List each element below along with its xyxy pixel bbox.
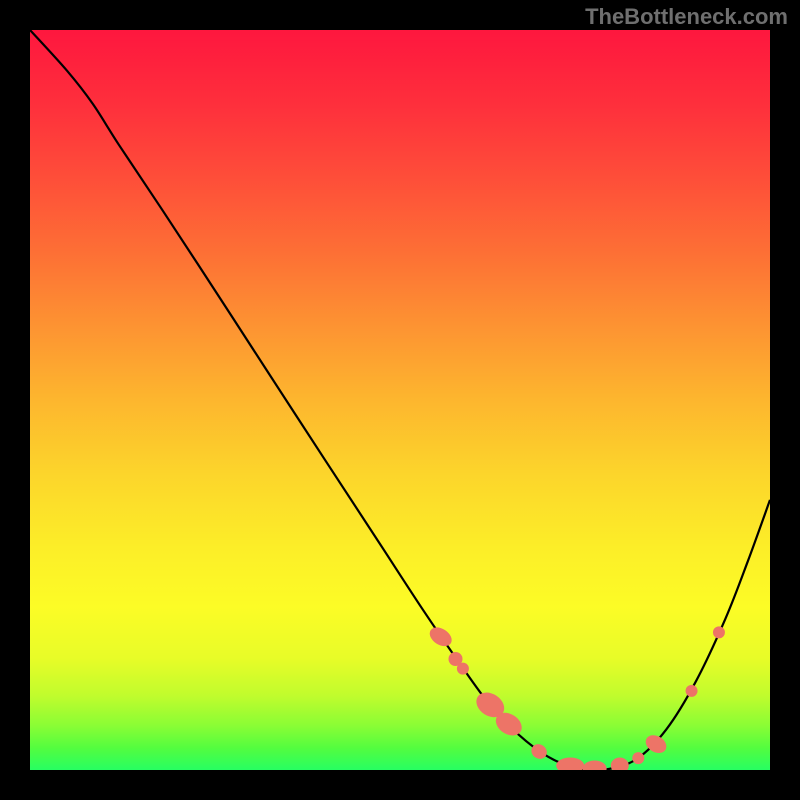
chart-svg [30,30,770,770]
watermark-text: TheBottleneck.com [585,4,788,30]
curve-marker [632,752,644,764]
gradient-background [30,30,770,770]
curve-marker [457,663,469,675]
curve-marker [713,626,725,638]
bottleneck-curve-chart [30,30,770,770]
curve-marker [686,685,698,697]
